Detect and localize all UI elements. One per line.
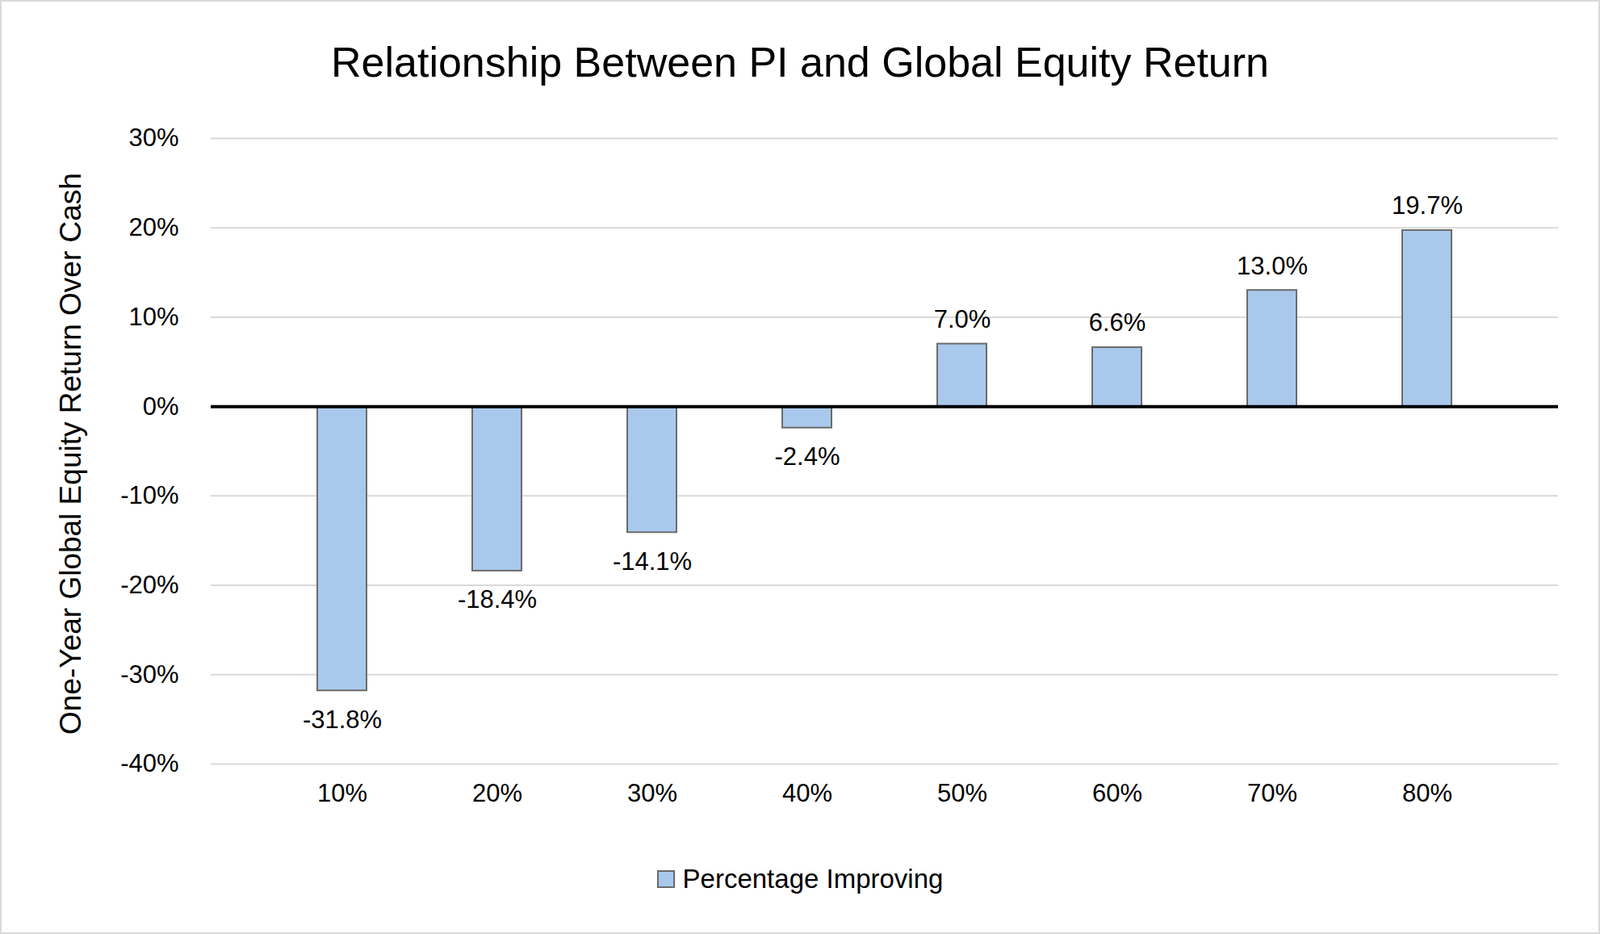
svg-text:-14.1%: -14.1%	[612, 547, 692, 576]
svg-text:7.0%: 7.0%	[934, 305, 992, 334]
svg-text:10%: 10%	[317, 779, 368, 808]
svg-text:30%: 30%	[128, 123, 179, 152]
svg-text:10%: 10%	[128, 302, 179, 331]
svg-text:-18.4%: -18.4%	[457, 585, 537, 614]
svg-text:-20%: -20%	[120, 570, 179, 599]
svg-text:-30%: -30%	[120, 660, 179, 689]
svg-text:-10%: -10%	[120, 481, 179, 510]
html-text:One-Year Global Equity Return: One-Year Global Equity Return Over Cash	[54, 172, 88, 735]
svg-text:-40%: -40%	[120, 749, 179, 778]
svg-text:50%: 50%	[937, 779, 988, 808]
svg-text:20%: 20%	[128, 213, 179, 242]
svg-text:13.0%: 13.0%	[1236, 251, 1308, 281]
html-text:Relationship Between PI and Gl: Relationship Between PI and Global Equit…	[330, 38, 1270, 86]
svg-text:30%: 30%	[627, 779, 678, 808]
svg-text:80%: 80%	[1402, 779, 1453, 808]
svg-text:70%: 70%	[1247, 779, 1298, 808]
svg-text:-2.4%: -2.4%	[774, 442, 841, 471]
svg-text:60%: 60%	[1092, 779, 1143, 808]
svg-text:19.7%: 19.7%	[1391, 191, 1463, 220]
svg-text:20%: 20%	[472, 779, 523, 808]
html-text:Percentage Improving: Percentage Improving	[682, 863, 944, 894]
svg-text:6.6%: 6.6%	[1089, 308, 1147, 337]
svg-text:40%: 40%	[782, 779, 833, 808]
svg-text:0%: 0%	[142, 392, 180, 421]
svg-text:-31.8%: -31.8%	[302, 705, 382, 734]
